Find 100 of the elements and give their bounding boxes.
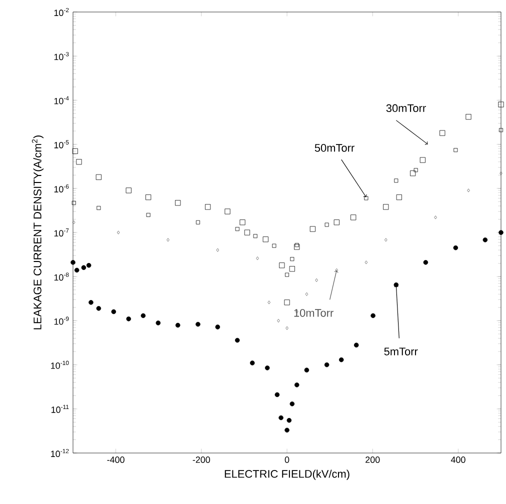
y-tick-label: 10$^{-4}$ <box>54 96 69 104</box>
point <box>383 204 389 210</box>
point <box>354 342 359 348</box>
point <box>500 172 502 176</box>
point <box>72 200 76 205</box>
point <box>454 148 458 152</box>
point <box>126 188 132 194</box>
point <box>216 248 220 252</box>
point <box>410 170 416 176</box>
y-tick-label: 10$^{-7}$ <box>54 228 69 237</box>
point <box>286 418 292 423</box>
point <box>235 227 240 232</box>
point <box>289 266 295 272</box>
point <box>290 401 295 406</box>
point <box>234 338 240 343</box>
point <box>286 326 288 330</box>
point <box>284 300 290 306</box>
point <box>196 220 200 224</box>
point <box>253 234 258 238</box>
x-tick-label: -200 <box>192 456 210 463</box>
point <box>175 322 180 328</box>
point <box>262 236 268 242</box>
point <box>338 357 344 362</box>
point <box>394 178 398 183</box>
point <box>72 148 78 154</box>
point <box>240 220 246 226</box>
point <box>76 159 82 165</box>
point <box>423 260 428 265</box>
point <box>396 194 402 200</box>
point <box>434 216 437 220</box>
y-tick-label: 10$^{-6}$ <box>54 184 69 192</box>
point <box>111 309 116 314</box>
point <box>146 194 152 200</box>
point <box>315 278 318 282</box>
y-tick-label: 10$^{-9}$ <box>54 316 69 325</box>
point <box>126 316 132 322</box>
point <box>96 174 102 180</box>
point <box>264 366 270 370</box>
y-tick-label: 10$^{-8}$ <box>54 272 69 281</box>
point <box>196 322 200 327</box>
point <box>324 362 330 368</box>
point <box>86 262 92 268</box>
point <box>350 214 356 220</box>
point <box>140 313 146 318</box>
series-label: 10mTorr <box>294 309 334 317</box>
point <box>304 368 310 372</box>
point <box>72 220 76 224</box>
point <box>96 306 102 311</box>
point <box>364 260 368 264</box>
point <box>279 262 285 268</box>
y-tick-label: 10$^{-12}$ <box>51 448 69 458</box>
point <box>294 244 300 250</box>
point <box>244 230 250 236</box>
y-tick-label: 10$^{-10}$ <box>51 360 69 369</box>
point <box>498 230 504 235</box>
point <box>284 428 290 433</box>
text: 30mTorr <box>386 104 426 112</box>
point <box>74 268 80 273</box>
point <box>482 238 488 242</box>
point <box>334 220 340 226</box>
point <box>499 128 504 132</box>
point <box>70 260 76 265</box>
point <box>81 265 86 270</box>
point <box>467 188 470 192</box>
y-tick-label: 10$^{-3}$ <box>54 52 69 60</box>
point <box>224 208 230 214</box>
x-tick-label: -400 <box>107 456 124 463</box>
point <box>175 200 181 206</box>
x-axis-title: ELECTRIC FIELD(kV/cm) <box>224 470 350 480</box>
point <box>268 300 270 304</box>
point <box>88 300 94 305</box>
point <box>146 212 150 217</box>
point <box>414 168 418 172</box>
x-tick-label: 0 <box>284 456 290 463</box>
point <box>256 256 259 260</box>
point <box>156 320 161 326</box>
point <box>96 206 101 210</box>
point <box>384 238 388 242</box>
point <box>250 360 255 366</box>
point <box>466 114 472 120</box>
point <box>305 292 308 296</box>
point <box>290 257 294 262</box>
text: 5mTorr <box>384 348 418 356</box>
point <box>277 318 280 322</box>
text: 50mTorr <box>314 144 354 152</box>
x-tick-label: 200 <box>366 456 380 463</box>
point <box>116 230 120 234</box>
x-tick-label: 400 <box>450 456 466 463</box>
point <box>285 272 289 277</box>
point <box>294 382 300 388</box>
point <box>498 102 504 108</box>
point <box>272 244 276 248</box>
point <box>420 157 426 163</box>
point <box>215 324 220 330</box>
point <box>440 130 446 136</box>
point <box>205 204 211 210</box>
point <box>166 238 170 242</box>
y-tick-label: 10$^{-11}$ <box>52 404 69 413</box>
y-tick-label: 10$^{-5}$ <box>54 140 69 148</box>
point <box>370 313 376 318</box>
